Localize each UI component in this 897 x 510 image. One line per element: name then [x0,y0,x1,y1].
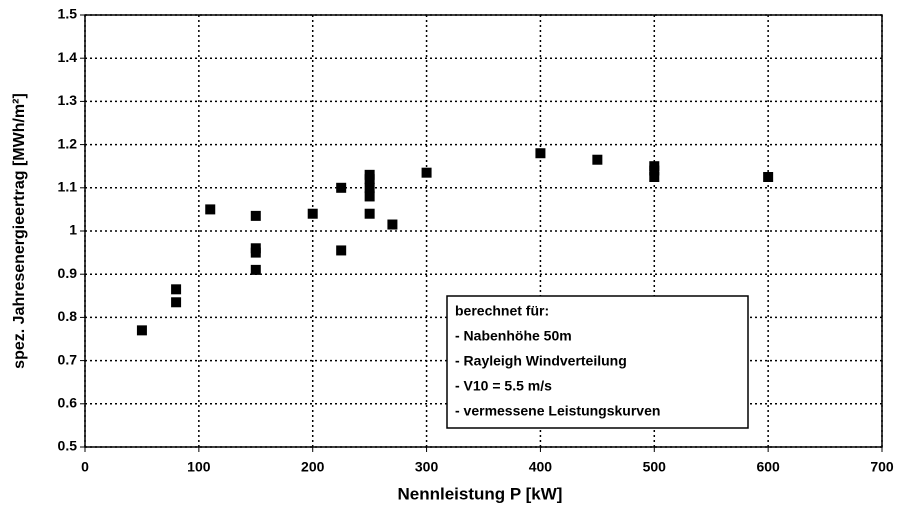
x-tick-label: 200 [301,459,325,475]
annotation-text: berechnet für: [455,303,549,319]
marker [649,165,660,176]
marker [364,191,375,202]
y-tick-label: 1.1 [58,179,78,195]
plot-frame [84,14,883,448]
marker [250,264,261,275]
y-tick-label: 0.9 [58,265,78,281]
x-tick-label: 700 [870,459,894,475]
x-tick-label: 300 [415,459,439,475]
marker [387,219,398,230]
marker [336,182,347,193]
marker [364,174,375,185]
y-tick-label: 0.8 [58,308,78,324]
y-tick-label: 0.7 [58,351,78,367]
marker [364,182,375,193]
annotation-text: - Rayleigh Windverteilung [455,353,627,369]
y-tick-label: 1.4 [58,49,78,65]
marker [763,172,774,182]
annotation-box [446,295,749,429]
marker [336,245,347,256]
x-tick-label: 600 [756,459,780,475]
y-tick-label: 1.2 [58,135,78,151]
y-tick-label: 0.5 [58,438,78,454]
y-tick-label: 1.3 [58,92,78,108]
x-tick-label: 400 [529,459,553,475]
marker [421,167,432,178]
marker [649,172,660,182]
x-tick-label: 500 [643,459,667,475]
x-axis-label: Nennleistung P [kW] [398,484,563,503]
marker [307,208,318,219]
y-tick-label: 1 [69,222,77,238]
marker [364,208,375,219]
y-tick-label: 0.6 [58,395,78,411]
y-axis-label: spez. Jahresenergieertrag [MWh/m²] [11,93,28,369]
marker [171,284,182,295]
marker [535,148,546,159]
x-tick-label: 0 [81,459,89,475]
marker [250,210,261,221]
annotation-text: - V10 = 5.5 m/s [455,378,552,394]
marker [250,247,261,258]
x-tick-label: 100 [187,459,211,475]
marker [171,297,182,308]
marker [136,325,147,336]
marker [205,204,216,215]
y-tick-label: 1.5 [58,6,78,22]
marker [592,154,603,165]
annotation-text: - vermessene Leistungskurven [455,403,660,419]
annotation-text: - Nabenhöhe 50m [455,328,572,344]
